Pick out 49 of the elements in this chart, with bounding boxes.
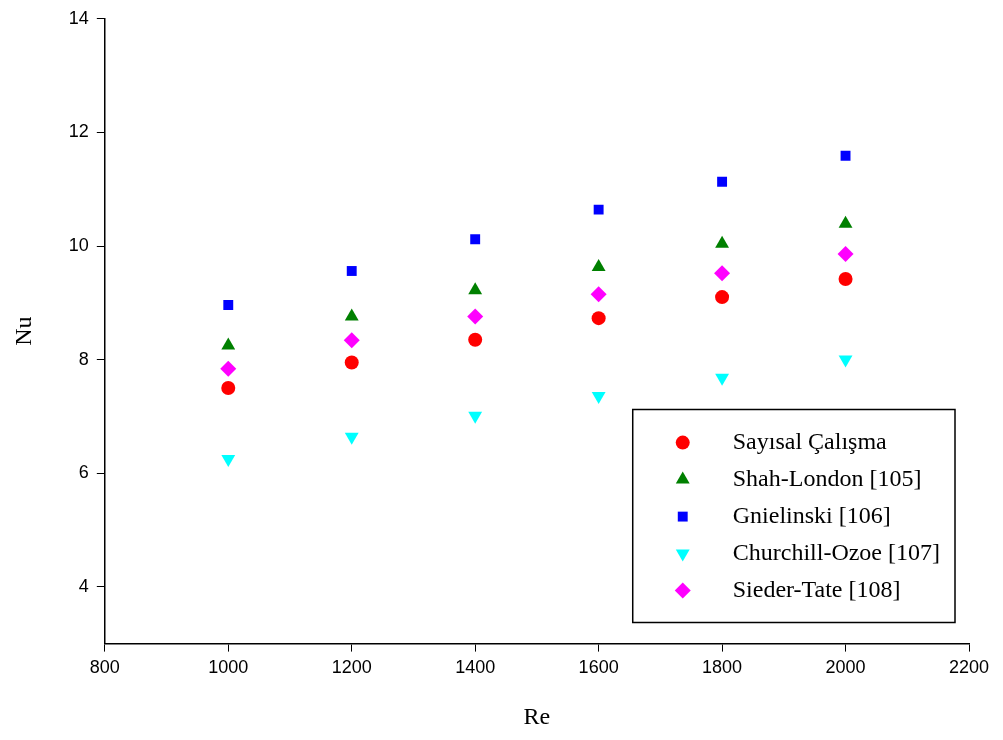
legend-label: Gnielinski [106]: [732, 501, 891, 528]
point: [838, 271, 853, 286]
x-tick-label: 1200: [331, 657, 372, 678]
point: [591, 391, 606, 404]
x-tick-label: 1600: [578, 657, 619, 678]
y-tick-label: 6: [78, 462, 89, 483]
y-tick-label: 12: [68, 121, 89, 142]
y-tick-label: 10: [68, 234, 89, 255]
y-tick-label: 14: [68, 7, 89, 28]
point: [344, 355, 359, 370]
point: [717, 176, 728, 187]
point: [468, 332, 483, 347]
point: [221, 455, 236, 467]
point: [593, 204, 604, 215]
point: [837, 245, 854, 262]
point: [468, 282, 483, 295]
legend-label: Churchill-Ozoe [107]: [732, 538, 941, 565]
y-tick-label: 8: [78, 348, 89, 369]
y-tick-label: 4: [78, 575, 89, 596]
point: [343, 332, 360, 349]
point: [838, 355, 853, 368]
x-tick-label: 800: [89, 657, 120, 678]
x-tick-label: 2200: [948, 657, 990, 678]
x-tick-label: 1400: [455, 657, 496, 678]
point: [714, 265, 731, 282]
point: [715, 290, 730, 305]
legend-label: Shah-London [105]: [732, 464, 922, 491]
point: [715, 373, 730, 386]
point: [591, 311, 606, 326]
point: [468, 411, 483, 424]
point: [346, 266, 357, 276]
point: [715, 235, 730, 248]
point: [591, 259, 606, 272]
point: [223, 300, 234, 311]
point: [840, 150, 851, 161]
point: [221, 381, 236, 395]
x-tick-label: 1800: [702, 657, 743, 678]
point: [838, 215, 853, 228]
x-axis-title: Re: [523, 702, 551, 729]
x-tick-label: 1000: [208, 657, 249, 678]
point: [590, 286, 607, 303]
y-axis-title: Nu: [9, 316, 36, 346]
legend-label: Sieder-Tate [108]: [732, 575, 901, 602]
point: [470, 234, 481, 245]
point: [344, 432, 359, 445]
point: [467, 308, 484, 325]
legend-label: Sayısal Çalışma: [732, 427, 888, 454]
x-tick-label: 2000: [825, 657, 866, 678]
point: [220, 360, 237, 377]
